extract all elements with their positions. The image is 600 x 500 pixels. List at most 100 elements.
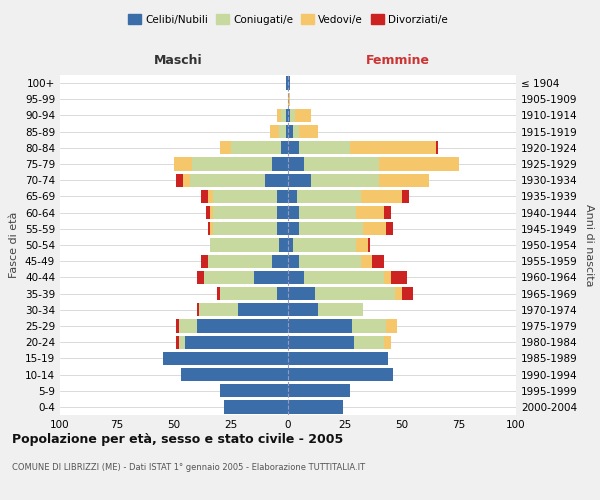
Bar bbox=[208, 190, 213, 203]
Bar bbox=[316, 287, 395, 300]
Bar bbox=[361, 254, 373, 268]
Bar bbox=[277, 222, 288, 235]
Bar bbox=[304, 270, 384, 284]
Bar bbox=[270, 125, 279, 138]
Bar bbox=[297, 190, 361, 203]
Bar bbox=[352, 320, 386, 332]
Bar bbox=[286, 109, 288, 122]
Bar bbox=[224, 400, 288, 413]
Bar bbox=[199, 303, 238, 316]
Bar bbox=[220, 384, 288, 398]
Bar bbox=[288, 352, 388, 365]
Bar bbox=[311, 174, 379, 187]
Bar bbox=[176, 320, 179, 332]
Bar bbox=[386, 222, 393, 235]
Bar bbox=[288, 222, 299, 235]
Bar bbox=[288, 158, 304, 170]
Bar bbox=[288, 400, 343, 413]
Bar bbox=[290, 109, 295, 122]
Bar bbox=[293, 125, 299, 138]
Bar bbox=[279, 125, 286, 138]
Y-axis label: Fasce di età: Fasce di età bbox=[10, 212, 19, 278]
Bar bbox=[277, 190, 288, 203]
Bar bbox=[361, 190, 402, 203]
Bar bbox=[384, 270, 391, 284]
Bar bbox=[299, 206, 356, 220]
Bar bbox=[192, 158, 272, 170]
Bar bbox=[379, 174, 430, 187]
Bar bbox=[295, 109, 311, 122]
Bar bbox=[350, 141, 436, 154]
Bar bbox=[286, 76, 288, 90]
Bar bbox=[363, 222, 386, 235]
Bar bbox=[304, 158, 379, 170]
Bar bbox=[277, 287, 288, 300]
Bar bbox=[190, 174, 265, 187]
Bar bbox=[288, 125, 293, 138]
Bar bbox=[384, 206, 391, 220]
Bar bbox=[213, 190, 277, 203]
Bar bbox=[288, 190, 297, 203]
Bar bbox=[211, 222, 213, 235]
Bar bbox=[288, 320, 352, 332]
Bar bbox=[288, 384, 350, 398]
Bar bbox=[384, 336, 391, 349]
Bar bbox=[386, 320, 397, 332]
Bar bbox=[356, 206, 384, 220]
Bar bbox=[288, 287, 316, 300]
Bar bbox=[277, 109, 281, 122]
Bar bbox=[183, 174, 190, 187]
Bar bbox=[265, 174, 288, 187]
Bar bbox=[217, 287, 220, 300]
Bar bbox=[197, 320, 288, 332]
Bar bbox=[402, 287, 413, 300]
Bar bbox=[202, 254, 208, 268]
Bar bbox=[206, 206, 211, 220]
Text: COMUNE DI LIBRIZZI (ME) - Dati ISTAT 1° gennaio 2005 - Elaborazione TUTTITALIA.I: COMUNE DI LIBRIZZI (ME) - Dati ISTAT 1° … bbox=[12, 462, 365, 471]
Bar bbox=[288, 92, 290, 106]
Bar bbox=[288, 336, 354, 349]
Bar bbox=[163, 352, 288, 365]
Bar bbox=[208, 254, 272, 268]
Bar bbox=[368, 238, 370, 252]
Bar bbox=[220, 141, 231, 154]
Bar bbox=[402, 190, 409, 203]
Bar bbox=[213, 206, 277, 220]
Bar bbox=[279, 238, 288, 252]
Bar bbox=[281, 109, 286, 122]
Bar bbox=[288, 303, 317, 316]
Bar bbox=[213, 222, 277, 235]
Bar bbox=[299, 141, 350, 154]
Bar bbox=[288, 206, 299, 220]
Bar bbox=[354, 336, 384, 349]
Bar bbox=[288, 174, 311, 187]
Bar bbox=[373, 254, 384, 268]
Bar bbox=[391, 270, 407, 284]
Bar bbox=[254, 270, 288, 284]
Bar bbox=[277, 206, 288, 220]
Bar bbox=[288, 254, 299, 268]
Bar bbox=[317, 303, 363, 316]
Text: Femmine: Femmine bbox=[365, 54, 430, 66]
Bar bbox=[288, 238, 293, 252]
Bar bbox=[286, 125, 288, 138]
Bar bbox=[179, 320, 197, 332]
Bar bbox=[202, 190, 208, 203]
Bar bbox=[211, 238, 279, 252]
Bar bbox=[272, 158, 288, 170]
Bar bbox=[208, 222, 211, 235]
Bar bbox=[379, 158, 459, 170]
Bar bbox=[299, 125, 317, 138]
Bar bbox=[293, 238, 356, 252]
Bar bbox=[211, 206, 213, 220]
Bar bbox=[231, 141, 281, 154]
Bar bbox=[179, 336, 185, 349]
Bar bbox=[176, 336, 179, 349]
Bar bbox=[197, 303, 199, 316]
Bar bbox=[288, 109, 290, 122]
Text: Popolazione per età, sesso e stato civile - 2005: Popolazione per età, sesso e stato civil… bbox=[12, 432, 343, 446]
Bar bbox=[436, 141, 439, 154]
Bar bbox=[197, 270, 203, 284]
Bar bbox=[288, 76, 290, 90]
Bar bbox=[281, 141, 288, 154]
